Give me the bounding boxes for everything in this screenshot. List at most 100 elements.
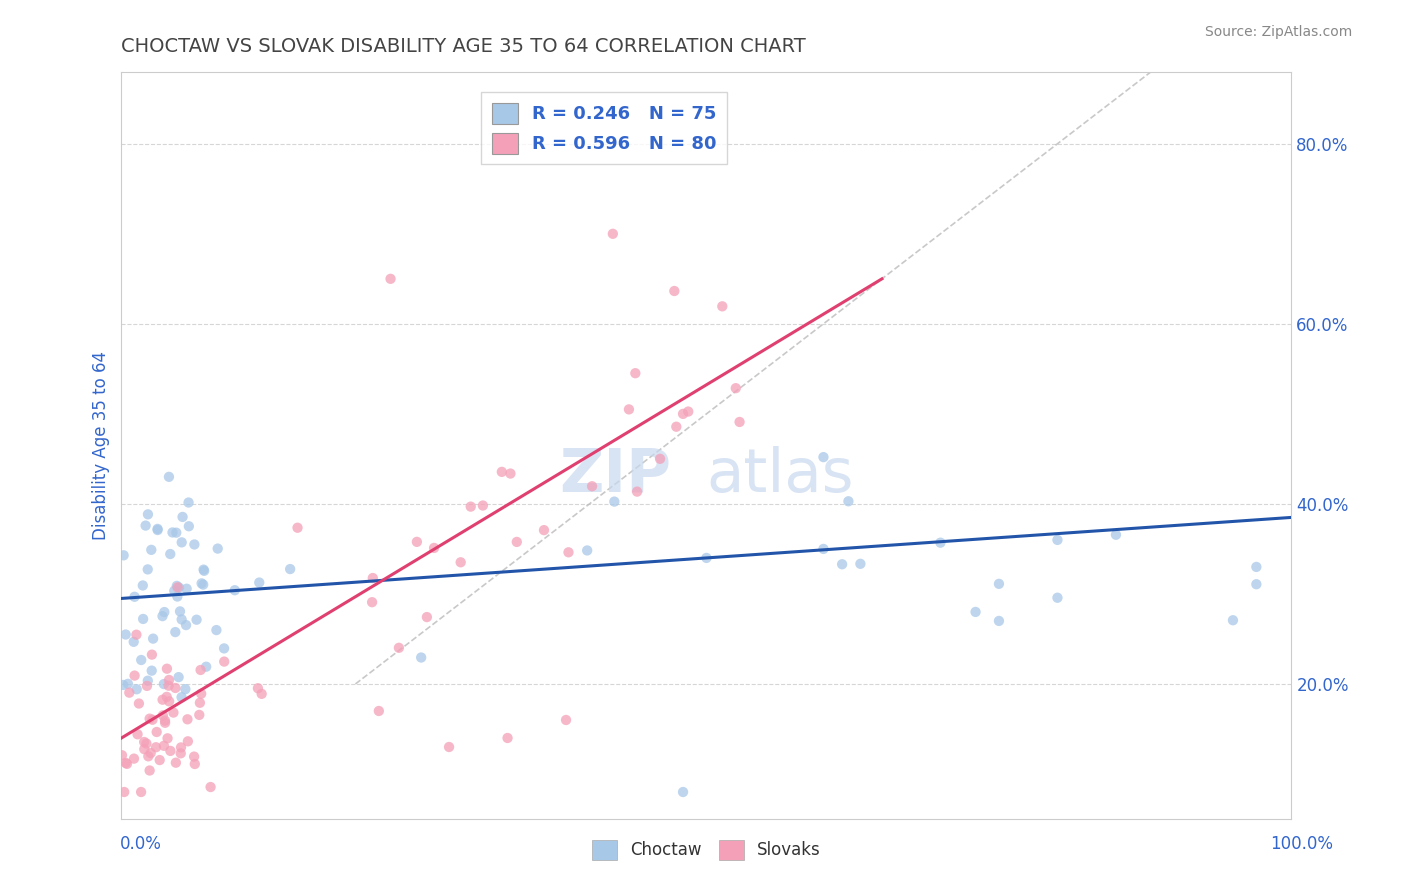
Point: [167, 581, 190, 595]
Point: [138, 712, 160, 726]
Point: [195, 659, 218, 673]
Point: [134, 735, 156, 749]
Point: [557, 545, 579, 559]
Point: [169, 604, 191, 618]
Point: [162, 706, 184, 720]
Point: [672, 785, 695, 799]
Point: [471, 499, 494, 513]
Point: [156, 662, 179, 676]
Point: [533, 523, 555, 537]
Point: [114, 627, 136, 641]
Point: [207, 541, 229, 556]
Point: [174, 682, 197, 697]
Point: [987, 577, 1010, 591]
Point: [166, 590, 188, 604]
Point: [617, 402, 640, 417]
Point: [1105, 528, 1128, 542]
Point: [156, 731, 179, 746]
Point: [170, 690, 193, 705]
Point: [166, 579, 188, 593]
Point: [146, 522, 169, 536]
Point: [157, 694, 180, 708]
Point: [128, 697, 150, 711]
Point: [136, 562, 159, 576]
Point: [205, 623, 228, 637]
Point: [603, 494, 626, 508]
Point: [648, 451, 671, 466]
Point: [177, 734, 200, 748]
Point: [138, 764, 160, 778]
Point: [555, 713, 578, 727]
Point: [112, 785, 135, 799]
Point: [132, 612, 155, 626]
Text: Source: ZipAtlas.com: Source: ZipAtlas.com: [1205, 25, 1353, 39]
Point: [672, 407, 695, 421]
Point: [423, 541, 446, 555]
Point: [711, 299, 734, 313]
Point: [165, 756, 187, 770]
Text: CHOCTAW VS SLOVAK DISABILITY AGE 35 TO 64 CORRELATION CHART: CHOCTAW VS SLOVAK DISABILITY AGE 35 TO 6…: [121, 37, 806, 56]
Point: [177, 519, 200, 533]
Point: [190, 687, 212, 701]
Point: [247, 575, 270, 590]
Point: [165, 625, 187, 640]
Point: [157, 679, 180, 693]
Point: [183, 749, 205, 764]
Y-axis label: Disability Age 35 to 64: Disability Age 35 to 64: [93, 351, 110, 540]
Point: [145, 740, 167, 755]
Point: [159, 744, 181, 758]
Point: [132, 578, 155, 592]
Point: [193, 563, 215, 577]
Point: [193, 577, 215, 591]
Point: [965, 605, 987, 619]
Point: [1246, 577, 1268, 591]
Point: [142, 632, 165, 646]
Point: [146, 523, 169, 537]
Point: [163, 583, 186, 598]
Point: [388, 640, 411, 655]
Point: [987, 614, 1010, 628]
Point: [114, 756, 136, 770]
Point: [460, 500, 482, 514]
Point: [136, 673, 159, 688]
Point: [141, 664, 163, 678]
Point: [157, 470, 180, 484]
Point: [576, 543, 599, 558]
Point: [665, 419, 688, 434]
Point: [183, 537, 205, 551]
Point: [626, 484, 648, 499]
Point: [250, 687, 273, 701]
Point: [152, 708, 174, 723]
Point: [212, 655, 235, 669]
Point: [188, 696, 211, 710]
Point: [122, 635, 145, 649]
Point: [170, 535, 193, 549]
Point: [124, 668, 146, 682]
Point: [135, 518, 157, 533]
Point: [278, 562, 301, 576]
Point: [117, 677, 139, 691]
Point: [170, 612, 193, 626]
Point: [141, 713, 163, 727]
Text: 100.0%: 100.0%: [1270, 835, 1333, 853]
Point: [152, 609, 174, 624]
Point: [136, 679, 159, 693]
Point: [118, 686, 141, 700]
Point: [176, 582, 198, 596]
Point: [416, 610, 439, 624]
Point: [581, 479, 603, 493]
Point: [157, 673, 180, 687]
Point: [1222, 613, 1244, 627]
Point: [193, 564, 215, 578]
Point: [212, 641, 235, 656]
Point: [145, 725, 167, 739]
Point: [136, 749, 159, 764]
Point: [129, 785, 152, 799]
Point: [406, 534, 429, 549]
Point: [153, 715, 176, 730]
Point: [141, 648, 163, 662]
Point: [496, 731, 519, 745]
Point: [186, 613, 208, 627]
Point: [200, 780, 222, 794]
Point: [361, 595, 384, 609]
